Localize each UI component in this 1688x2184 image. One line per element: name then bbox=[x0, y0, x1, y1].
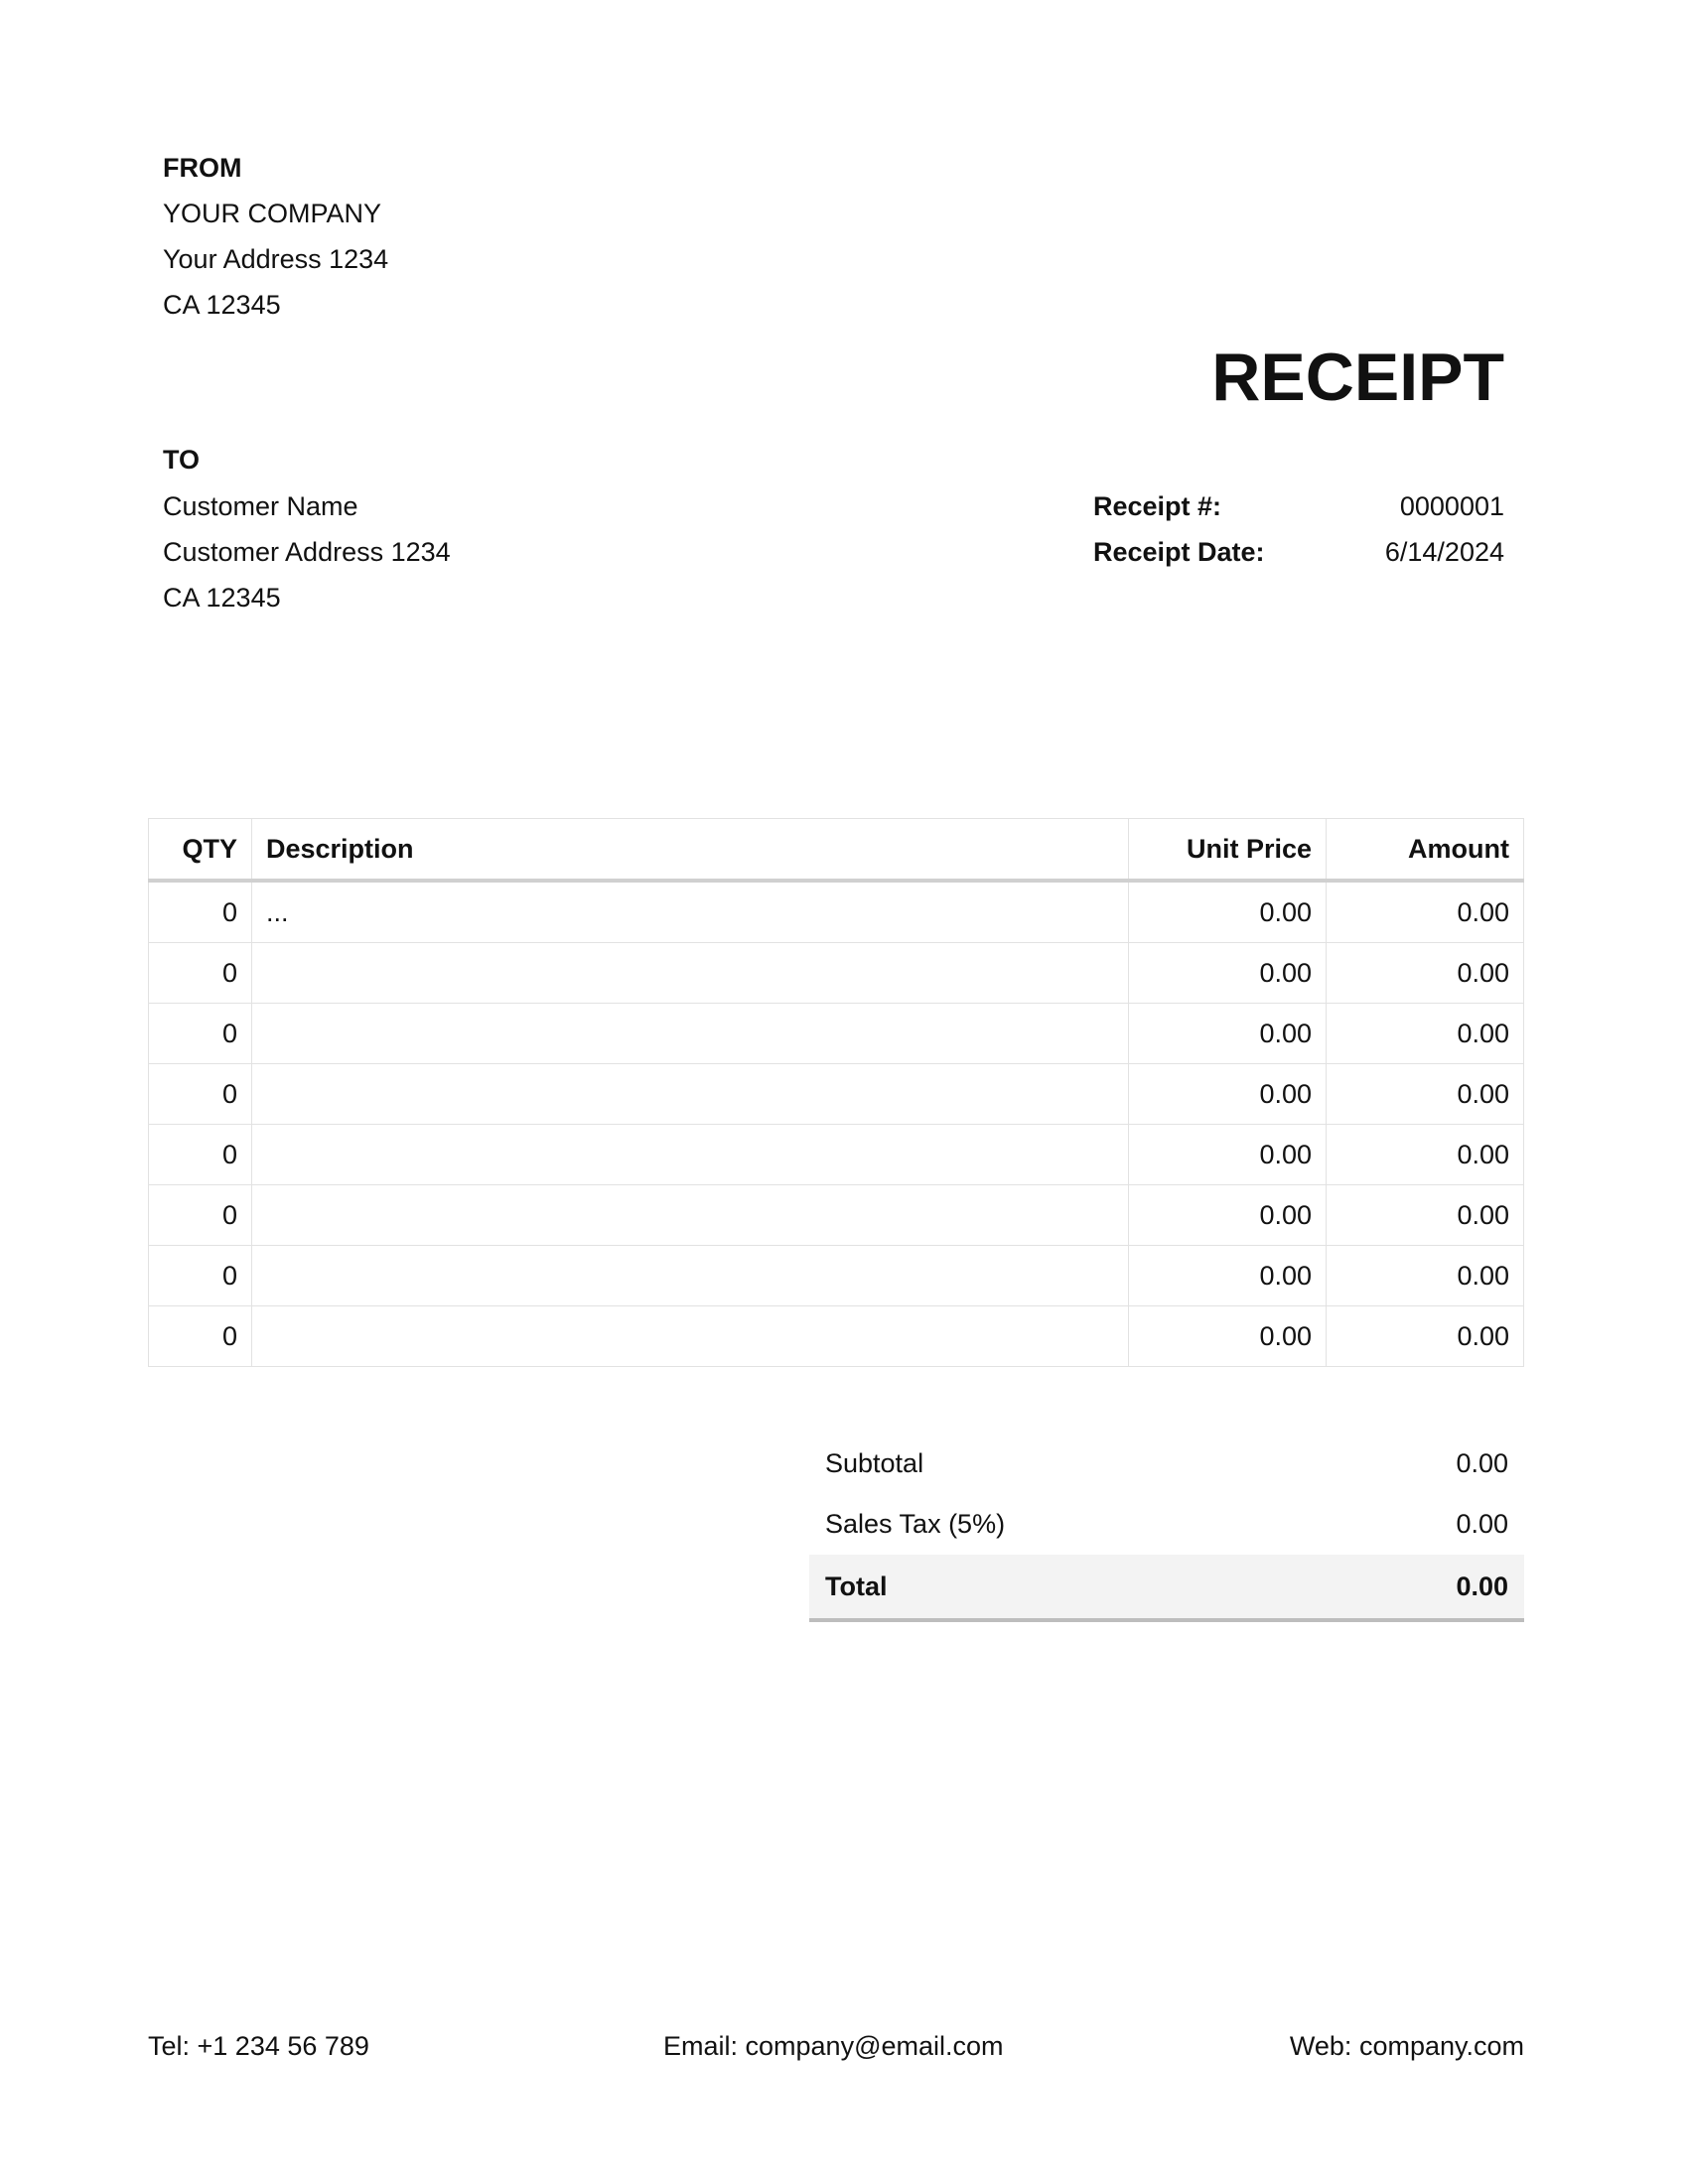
header-unit-price: Unit Price bbox=[1128, 818, 1327, 883]
amount-cell: 0.00 bbox=[1326, 1184, 1524, 1246]
description-cell: ... bbox=[251, 880, 1129, 943]
receipt-number: 0000001 bbox=[1399, 491, 1504, 521]
table-row: 0... 0.00 0.00 bbox=[148, 880, 1524, 943]
table-header-row: QTY Description Unit Price Amount bbox=[148, 818, 1524, 883]
description-cell bbox=[251, 1305, 1129, 1367]
unit-price-cell: 0.00 bbox=[1128, 1184, 1327, 1246]
amount-cell: 0.00 bbox=[1326, 1124, 1524, 1185]
description-cell bbox=[251, 1184, 1129, 1246]
table-row: 0 0.00 0.00 bbox=[148, 1124, 1524, 1185]
qty-cell: 0 bbox=[148, 1003, 252, 1064]
description-cell bbox=[251, 942, 1129, 1004]
table-row: 0 0.00 0.00 bbox=[148, 1003, 1524, 1064]
total-value: 0.00 bbox=[1456, 1570, 1508, 1601]
to-customer-address: Customer Address 1234 bbox=[163, 537, 451, 567]
to-customer-city: CA 12345 bbox=[163, 583, 281, 613]
subtotal-row: Subtotal 0.00 bbox=[809, 1433, 1524, 1494]
description-cell bbox=[251, 1063, 1129, 1125]
qty-cell: 0 bbox=[148, 880, 252, 943]
qty-cell: 0 bbox=[148, 1184, 252, 1246]
qty-cell: 0 bbox=[148, 942, 252, 1004]
tax-row: Sales Tax (5%) 0.00 bbox=[809, 1494, 1524, 1555]
document-title: RECEIPT bbox=[1211, 340, 1504, 415]
amount-cell: 0.00 bbox=[1326, 880, 1524, 943]
qty-cell: 0 bbox=[148, 1124, 252, 1185]
to-customer-name: Customer Name bbox=[163, 491, 358, 521]
table-row: 0 0.00 0.00 bbox=[148, 1305, 1524, 1367]
tax-label: Sales Tax (5%) bbox=[825, 1509, 1006, 1539]
table-row: 0 0.00 0.00 bbox=[148, 942, 1524, 1004]
amount-cell: 0.00 bbox=[1326, 1003, 1524, 1064]
amount-cell: 0.00 bbox=[1326, 1305, 1524, 1367]
receipt-date-label: Receipt Date: bbox=[1093, 537, 1265, 567]
unit-price-cell: 0.00 bbox=[1128, 1063, 1327, 1125]
amount-cell: 0.00 bbox=[1326, 1063, 1524, 1125]
from-company: YOUR COMPANY bbox=[163, 199, 382, 228]
qty-cell: 0 bbox=[148, 1245, 252, 1306]
header-amount: Amount bbox=[1326, 818, 1524, 883]
to-heading: TO bbox=[163, 445, 201, 475]
header-description: Description bbox=[251, 818, 1129, 883]
header-qty: QTY bbox=[148, 818, 252, 883]
footer-web: Web: company.com bbox=[1289, 2031, 1524, 2061]
unit-price-cell: 0.00 bbox=[1128, 942, 1327, 1004]
unit-price-cell: 0.00 bbox=[1128, 880, 1327, 943]
total-label: Total bbox=[825, 1570, 888, 1601]
description-cell bbox=[251, 1003, 1129, 1064]
subtotal-label: Subtotal bbox=[825, 1448, 924, 1478]
description-cell bbox=[251, 1245, 1129, 1306]
table-row: 0 0.00 0.00 bbox=[148, 1245, 1524, 1306]
totals-section: Subtotal 0.00 Sales Tax (5%) 0.00 Total … bbox=[809, 1433, 1524, 1622]
description-cell bbox=[251, 1124, 1129, 1185]
qty-cell: 0 bbox=[148, 1063, 252, 1125]
from-heading: FROM bbox=[163, 153, 242, 183]
line-items-table: QTY Description Unit Price Amount 0... 0.… bbox=[148, 818, 1524, 1367]
qty-cell: 0 bbox=[148, 1305, 252, 1367]
unit-price-cell: 0.00 bbox=[1128, 1245, 1327, 1306]
tax-value: 0.00 bbox=[1456, 1509, 1508, 1539]
amount-cell: 0.00 bbox=[1326, 1245, 1524, 1306]
receipt-number-label: Receipt #: bbox=[1093, 491, 1222, 521]
amount-cell: 0.00 bbox=[1326, 942, 1524, 1004]
unit-price-cell: 0.00 bbox=[1128, 1124, 1327, 1185]
from-city: CA 12345 bbox=[163, 290, 281, 320]
footer-tel: Tel: +1 234 56 789 bbox=[148, 2031, 369, 2061]
unit-price-cell: 0.00 bbox=[1128, 1305, 1327, 1367]
table-row: 0 0.00 0.00 bbox=[148, 1184, 1524, 1246]
footer-email: Email: company@email.com bbox=[663, 2031, 1004, 2061]
subtotal-value: 0.00 bbox=[1456, 1448, 1508, 1478]
from-address: Your Address 1234 bbox=[163, 244, 389, 274]
total-row: Total 0.00 bbox=[809, 1555, 1524, 1622]
unit-price-cell: 0.00 bbox=[1128, 1003, 1327, 1064]
receipt-date: 6/14/2024 bbox=[1384, 537, 1504, 567]
table-row: 0 0.00 0.00 bbox=[148, 1063, 1524, 1125]
